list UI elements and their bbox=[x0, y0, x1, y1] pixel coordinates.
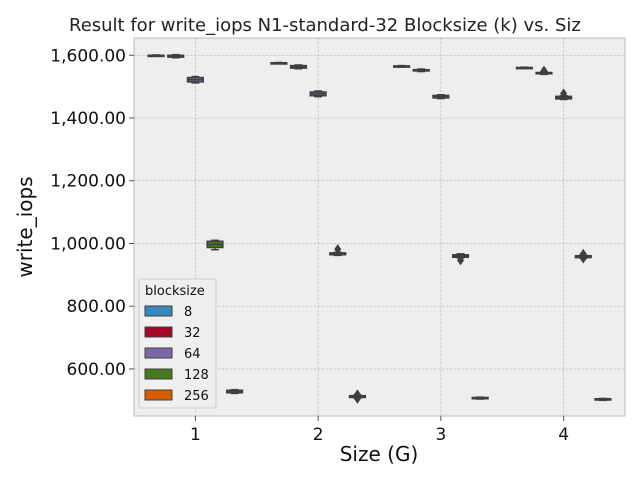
outlier-point bbox=[334, 244, 342, 255]
box-8-size-1 bbox=[147, 54, 165, 58]
x-axis: 1 2 3 4 bbox=[190, 416, 569, 445]
legend-label: 8 bbox=[184, 305, 192, 320]
box-64-size-3 bbox=[432, 94, 450, 100]
box-8-size-4 bbox=[515, 66, 533, 70]
box-128-size-3 bbox=[451, 253, 470, 266]
y-tick-label: 1,400.00 bbox=[50, 109, 126, 129]
y-tick-label: 1,000.00 bbox=[50, 234, 126, 254]
legend-label: 256 bbox=[184, 389, 209, 404]
box-32-size-3 bbox=[412, 68, 430, 73]
y-axis-label: write_iops bbox=[13, 176, 37, 277]
box-256-size-2 bbox=[348, 389, 367, 404]
x-tick-label: 4 bbox=[558, 425, 569, 445]
x-axis-label: Size (G) bbox=[340, 442, 419, 466]
legend-swatch bbox=[144, 368, 173, 380]
box-128-size-1 bbox=[206, 239, 224, 251]
legend-title: blocksize bbox=[145, 284, 205, 299]
legend-label: 64 bbox=[184, 347, 201, 362]
box-256-size-1 bbox=[226, 388, 244, 395]
box-256-size-3 bbox=[471, 396, 489, 400]
chart-title: Result for write_iops N1-standard-32 Blo… bbox=[69, 15, 581, 36]
outlier-point bbox=[560, 88, 568, 99]
outlier-point bbox=[540, 65, 548, 76]
outlier-point bbox=[579, 248, 587, 259]
legend-label: 128 bbox=[184, 368, 209, 383]
box-32-size-4 bbox=[535, 65, 553, 76]
box-8-size-2 bbox=[270, 61, 288, 65]
legend-swatch bbox=[144, 347, 173, 359]
x-tick-label: 1 bbox=[190, 425, 201, 445]
y-tick-label: 1,600.00 bbox=[50, 46, 126, 66]
legend-swatch bbox=[144, 389, 173, 401]
outlier-point bbox=[353, 389, 361, 400]
box-256-size-4 bbox=[594, 397, 612, 402]
box-32-size-2 bbox=[289, 64, 308, 70]
outlier-point bbox=[457, 255, 465, 266]
legend-swatch bbox=[144, 326, 173, 338]
box-64-size-1 bbox=[186, 75, 204, 84]
y-tick-label: 600.00 bbox=[67, 360, 126, 380]
boxes bbox=[147, 53, 612, 404]
box-8-size-3 bbox=[392, 64, 411, 68]
box-64-size-2 bbox=[309, 90, 327, 98]
legend: blocksize 8 32 64 128 256 bbox=[138, 278, 217, 409]
y-axis: 600.00 800.00 1,000.00 1,200.00 1,400.00 1,60… bbox=[50, 46, 134, 380]
box-128-size-2 bbox=[329, 244, 347, 257]
box-128-size-4 bbox=[574, 248, 592, 264]
box-32-size-1 bbox=[167, 53, 185, 59]
x-tick-label: 3 bbox=[435, 425, 446, 445]
legend-label: 32 bbox=[184, 326, 201, 341]
y-tick-label: 1,200.00 bbox=[50, 172, 126, 192]
x-tick-label: 2 bbox=[313, 425, 324, 445]
box-64-size-4 bbox=[555, 88, 573, 101]
y-tick-label: 800.00 bbox=[67, 297, 126, 317]
legend-swatch bbox=[144, 305, 173, 317]
